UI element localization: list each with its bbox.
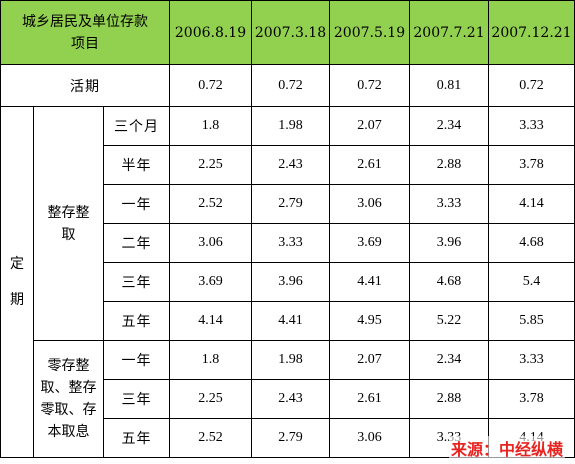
- deposit-type-label: 整存整取: [33, 106, 104, 341]
- rate-cell: 3.69: [169, 262, 253, 302]
- rate-cell: 5.85: [488, 301, 575, 341]
- fixed-deposit-row: 三年 2.25 2.43 2.61 2.88 3.78: [1, 379, 575, 419]
- rate-cell: 2.79: [251, 184, 331, 224]
- rate-cell: 1.98: [251, 106, 331, 146]
- deposit-type-line: 零取、存: [40, 402, 97, 418]
- rate-cell: 5.4: [488, 262, 575, 302]
- header-date: 2006.8.19: [169, 0, 253, 65]
- rate-cell: 1.98: [251, 340, 331, 380]
- spacer: [1, 275, 33, 289]
- rate-cell: 2.88: [409, 145, 490, 185]
- rate-cell: 0.72: [169, 64, 253, 107]
- header-date: 2007.5.19: [329, 0, 411, 65]
- header-title-line1: 城乡居民及单位存款: [22, 13, 148, 30]
- rate-cell: 4.41: [251, 301, 331, 341]
- rate-cell: 4.14: [488, 184, 575, 224]
- rate-cell: 2.25: [169, 145, 253, 185]
- deposit-type-line: 本取息: [47, 424, 90, 440]
- term-label: 五年: [102, 418, 171, 458]
- current-deposit-row: 活期 0.72 0.72 0.72 0.81 0.72: [0, 64, 575, 107]
- term-label: 三个月: [102, 106, 171, 146]
- rate-cell: 0.81: [409, 64, 490, 107]
- rate-cell: 2.07: [329, 340, 411, 380]
- rate-cell: 3.33: [488, 340, 575, 380]
- fixed-deposit-row: 定期整存整取三个月 1.8 1.98 2.07 2.34 3.33: [0, 106, 575, 458]
- header-title-line2: 项目: [71, 35, 99, 52]
- rate-cell: 0.72: [251, 64, 331, 107]
- fixed-deposit-row: 五年 4.14 4.41 4.95 5.22 5.85: [1, 301, 575, 341]
- current-deposit-label: 活期: [0, 64, 171, 107]
- header-row: 城乡居民及单位存款 项目 2006.8.19 2007.3.18 2007.5.…: [0, 0, 575, 65]
- header-date: 2007.7.21: [409, 0, 490, 65]
- header-title-cell: 城乡居民及单位存款 项目: [0, 0, 171, 65]
- source-label: 来源：中经纵横: [448, 436, 565, 460]
- deposit-type-label: 零存整取、整存零取、存本取息: [33, 340, 104, 458]
- rate-cell: 2.25: [169, 379, 253, 419]
- deposit-type-line: 取: [61, 226, 76, 243]
- term-label: 一年: [102, 184, 171, 224]
- fixed-label-line: 定: [10, 256, 24, 272]
- rate-cell: 2.07: [329, 106, 411, 146]
- rate-cell: 3.96: [251, 262, 331, 302]
- rate-cell: 1.8: [169, 106, 253, 146]
- term-label: 三年: [102, 262, 171, 302]
- rate-cell: 2.43: [251, 145, 331, 185]
- rate-cell: 3.33: [409, 184, 490, 224]
- rate-cell: 2.34: [409, 340, 490, 380]
- rate-cell: 3.78: [488, 379, 575, 419]
- deposit-type-line: 取、整存: [40, 380, 97, 396]
- rate-cell: 2.52: [169, 418, 253, 458]
- fixed-label-line: 期: [10, 292, 24, 308]
- rate-cell: 3.06: [329, 184, 411, 224]
- rate-cell: 0.72: [488, 64, 575, 107]
- rate-cell: 2.61: [329, 379, 411, 419]
- header-date: 2007.12.21: [488, 0, 575, 65]
- fixed-deposit-row: 一年 2.52 2.79 3.06 3.33 4.14: [1, 184, 575, 224]
- rate-cell: 3.33: [488, 106, 575, 146]
- rate-cell: 3.78: [488, 145, 575, 185]
- rate-cell: 5.22: [409, 301, 490, 341]
- rate-cell: 4.68: [488, 223, 575, 263]
- rate-cell: 1.8: [169, 340, 253, 380]
- term-label: 一年: [102, 340, 171, 380]
- fixed-deposit-label: 定期: [0, 106, 34, 458]
- rate-cell: 3.69: [329, 223, 411, 263]
- rate-cell: 2.34: [409, 106, 490, 146]
- term-label: 五年: [102, 301, 171, 341]
- rate-cell: 2.43: [251, 379, 331, 419]
- rate-cell: 4.41: [329, 262, 411, 302]
- rate-cell: 3.96: [409, 223, 490, 263]
- fixed-deposit-row: 三年 3.69 3.96 4.41 4.68 5.4: [1, 262, 575, 302]
- deposit-type-line: 零存整: [47, 358, 90, 374]
- term-label: 二年: [102, 223, 171, 263]
- rate-cell: 4.95: [329, 301, 411, 341]
- rate-cell: 3.06: [169, 223, 253, 263]
- rate-cell: 2.52: [169, 184, 253, 224]
- rate-cell: 2.61: [329, 145, 411, 185]
- rate-cell: 2.79: [251, 418, 331, 458]
- rate-cell: 4.14: [169, 301, 253, 341]
- term-label: 三年: [102, 379, 171, 419]
- deposit-type-line: 整存整: [47, 204, 90, 221]
- rate-cell: 3.33: [251, 223, 331, 263]
- fixed-deposit-row: 二年 3.06 3.33 3.69 3.96 4.68: [1, 223, 575, 263]
- rate-cell: 0.72: [329, 64, 411, 107]
- term-label: 半年: [102, 145, 171, 185]
- rate-cell: 3.06: [329, 418, 411, 458]
- header-date: 2007.3.18: [251, 0, 331, 65]
- fixed-deposit-row: 半年 2.25 2.43 2.61 2.88 3.78: [1, 145, 575, 185]
- rate-cell: 4.68: [409, 262, 490, 302]
- rate-cell: 2.88: [409, 379, 490, 419]
- fixed-deposit-row: 零存整 取、整存 零取、存 本取息 一年 1.8 1.98 2.07 2.34 3.33: [1, 340, 575, 458]
